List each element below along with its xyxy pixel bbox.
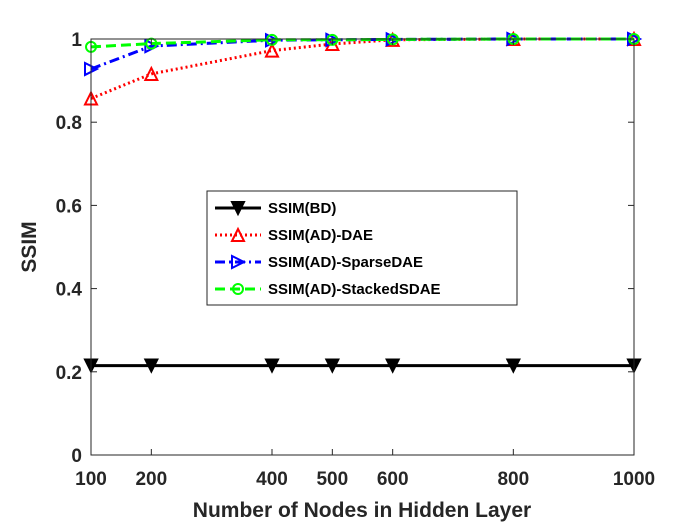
x-tick-label: 800 xyxy=(497,469,529,490)
legend-entry: SSIM(AD)-StackedSDAE xyxy=(215,281,441,298)
x-tick-label: 200 xyxy=(135,469,167,490)
series-point xyxy=(385,358,401,374)
legend-box xyxy=(206,190,518,306)
series-line xyxy=(90,37,634,100)
x-tick-label: 1000 xyxy=(613,469,655,490)
series-point xyxy=(143,65,159,81)
series-point xyxy=(324,358,340,374)
y-tick-label: 0 xyxy=(71,446,82,467)
plot-box xyxy=(90,38,635,456)
legend-entry: SSIM(BD) xyxy=(215,200,336,217)
ticks-layer xyxy=(90,38,635,456)
legend-marker xyxy=(230,201,246,217)
legend-label: SSIM(BD) xyxy=(268,200,336,217)
x-tick-label: 600 xyxy=(377,469,409,490)
y-axis-label: SSIM xyxy=(18,221,41,272)
series-point xyxy=(264,358,280,374)
legend-entry: SSIM(AD)-DAE xyxy=(215,226,373,244)
x-tick-label: 100 xyxy=(75,469,107,490)
legend-label: SSIM(AD)-SparseDAE xyxy=(268,254,423,271)
x-tick-label: 400 xyxy=(256,469,288,490)
y-tick-label: 1 xyxy=(71,30,82,51)
y-tick-label: 0.4 xyxy=(56,280,83,301)
y-tick-label: 0.6 xyxy=(56,196,82,217)
legend-marker xyxy=(231,254,247,270)
legend-entry: SSIM(AD)-SparseDAE xyxy=(215,254,423,271)
legend-label: SSIM(AD)-DAE xyxy=(268,227,373,244)
legend-label: SSIM(AD)-StackedSDAE xyxy=(268,281,441,298)
y-tick-label: 0.2 xyxy=(56,363,82,384)
x-tick-label: 500 xyxy=(316,469,348,490)
y-tick-label: 0.8 xyxy=(56,113,82,134)
series-point xyxy=(505,358,521,374)
x-axis-label: Number of Nodes in Hidden Layer xyxy=(193,499,531,522)
series-point xyxy=(264,42,280,58)
tick-labels-layer: 100 200 400 500 600 800 1000 0 0.2 0.4 0.6 0.8 1 xyxy=(56,30,656,490)
legend-marker xyxy=(232,283,244,295)
legend-marker xyxy=(230,226,246,242)
series-point xyxy=(143,358,159,374)
legend: SSIM(BD) SSIM(AD)-DAE SSIM(AD)-SparseDAE SS… xyxy=(206,190,518,306)
